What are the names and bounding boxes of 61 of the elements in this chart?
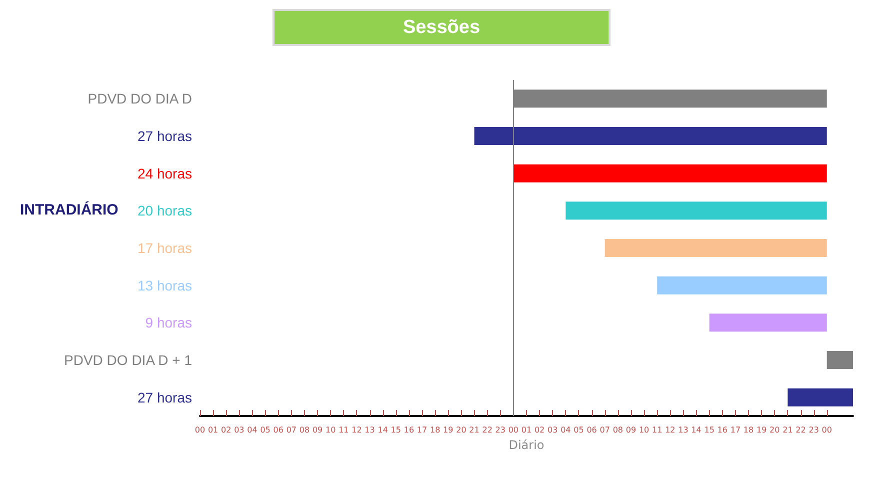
x-tick-label: 17 [416, 426, 428, 434]
x-tick-label: 02 [534, 426, 545, 434]
x-tick-label: 09 [312, 426, 323, 434]
chart-title: Sessões [402, 17, 480, 38]
x-tick-label: 18 [430, 426, 440, 434]
x-tick-label: 06 [273, 426, 284, 434]
y-tick-label: 13 horas [138, 277, 192, 294]
x-tick-label: 18 [743, 426, 754, 434]
x-tick-label: 03 [548, 426, 558, 434]
x-tick-label: 22 [482, 426, 492, 434]
x-tick-label: 20 [770, 426, 780, 434]
x-tick-label: 06 [586, 426, 597, 434]
x-tick-label: 21 [469, 426, 480, 434]
x-tick-label: 07 [286, 426, 297, 434]
y-tick-label: 24 horas [138, 165, 192, 182]
x-axis-title: Diário [508, 438, 544, 452]
x-tick-label: 23 [495, 426, 506, 434]
x-tick-label: 07 [600, 426, 610, 434]
y-tick-label: 27 horas [138, 128, 192, 144]
y-tick-label: 27 horas [138, 389, 192, 406]
x-tick-label: 05 [260, 426, 270, 434]
x-tick-label: 10 [326, 426, 336, 434]
x-tick-label: 00 [822, 426, 832, 434]
x-tick-label: 14 [691, 426, 702, 434]
y-tick-label: PDVD DO DIA D + 1 [64, 352, 192, 368]
x-tick-label: 11 [338, 426, 349, 434]
x-tick-label: 04 [247, 426, 258, 434]
x-tick-label: 01 [208, 426, 218, 434]
x-tick-label: 11 [652, 426, 662, 434]
x-tick-label: 22 [796, 426, 806, 434]
y-tick-label: 9 horas [145, 314, 192, 331]
x-tick-label: 21 [782, 426, 793, 434]
y-tick-label: 17 horas [138, 240, 192, 256]
x-tick-label: 12 [352, 426, 362, 434]
x-tick-label: 14 [378, 426, 388, 434]
x-tick-label: 09 [626, 426, 636, 434]
x-tick-label: 10 [638, 426, 650, 434]
x-tick-label: 23 [808, 426, 819, 434]
x-tick-label: 00 [508, 426, 519, 434]
x-tick-label: 16 [717, 426, 728, 434]
x-tick-label: 12 [665, 426, 676, 434]
y-tick-label: 20 horas [138, 202, 192, 219]
x-tick-label: 19 [443, 426, 454, 434]
x-tick-label: 04 [560, 426, 571, 434]
x-tick-label: 15 [704, 426, 714, 434]
x-tick-label: 15 [390, 426, 401, 434]
x-tick-label: 19 [756, 426, 767, 434]
x-tick-label: 16 [404, 426, 414, 434]
x-tick-label: 08 [612, 426, 624, 434]
x-tick-label: 13 [678, 426, 688, 434]
x-tick-label: 08 [299, 426, 310, 434]
y-tick-label: PDVD DO DIA D [88, 90, 192, 107]
x-tick-label: 01 [521, 426, 532, 434]
x-tick-label: 02 [221, 426, 232, 434]
x-tick-label: 05 [574, 426, 584, 434]
x-tick-label: 17 [730, 426, 741, 434]
x-tick-label: 03 [234, 426, 244, 434]
text: INTRADIÁRIO [20, 200, 119, 219]
x-tick-label: 20 [456, 426, 466, 434]
x-tick-label: 00 [194, 426, 206, 434]
x-tick-label: 13 [364, 426, 375, 434]
